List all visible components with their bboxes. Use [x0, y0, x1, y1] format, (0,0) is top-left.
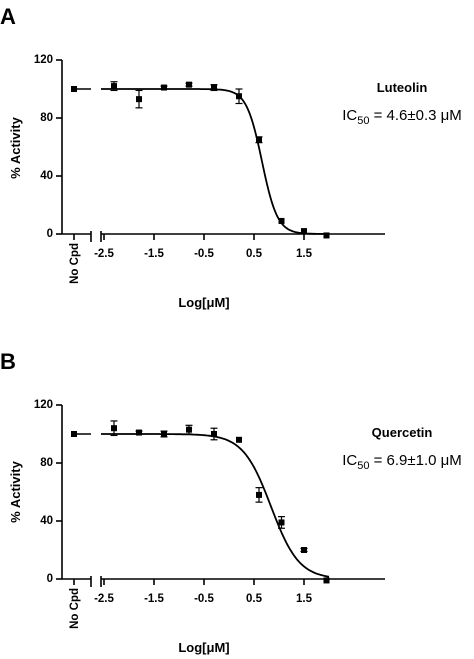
data-point: [278, 519, 285, 526]
y-tick-label: 40: [40, 515, 53, 527]
data-point: [256, 136, 262, 143]
data-point: [211, 84, 217, 91]
data-point: [111, 425, 117, 432]
x-tick-label: 0.5: [246, 593, 263, 605]
data-point: [256, 491, 262, 498]
x-axis-title: Log[μM]: [178, 640, 229, 655]
data-point: [186, 426, 192, 433]
x-tick-label: 1.5: [296, 248, 313, 260]
y-tick-label: 0: [47, 228, 53, 240]
y-axis-title: % Activity: [8, 460, 23, 522]
data-point: [136, 429, 142, 436]
data-point: [211, 431, 217, 437]
y-axis-title: % Activity: [8, 116, 23, 178]
data-point: [136, 96, 142, 103]
chart-panel-b: B 0 40 80 120 % Activity -2.5 -1.5 -0.5 0.5 1.5 No …: [0, 349, 462, 655]
x-tick-label: -2.5: [94, 593, 114, 605]
x-tick-label: -0.5: [194, 248, 214, 260]
data-point: [236, 93, 242, 100]
data-point: [323, 577, 330, 584]
x-tick-label: -1.5: [144, 248, 164, 260]
control-label: No Cpd: [69, 588, 81, 629]
x-tick-label: -2.5: [94, 248, 114, 260]
ic50-prefix: IC: [342, 107, 357, 124]
y-tick-label: 80: [40, 457, 53, 469]
control-data-point: [71, 431, 77, 437]
y-tick-label: 120: [34, 399, 53, 411]
y-tick-label: 0: [47, 573, 53, 585]
ic50-annotation: IC50 = 6.9±1.0 μM: [342, 452, 462, 472]
compound-name: Luteolin: [377, 80, 428, 95]
x-tick-label: -1.5: [144, 593, 164, 605]
ic50-value: = 4.6±0.3 μM: [369, 107, 461, 124]
x-tick-label: 1.5: [296, 593, 313, 605]
fit-curve: [101, 433, 330, 578]
data-point: [186, 81, 192, 88]
control-data-point: [71, 86, 77, 92]
panel-letter: B: [0, 349, 16, 374]
ic50-annotation: IC50 = 4.6±0.3 μM: [342, 107, 462, 127]
chart-panel-a: A 0 40 80 120 % Activity -2.5 -1.5 -0.5 0.5 1.5 No …: [0, 4, 462, 310]
panel-letter: A: [0, 4, 16, 29]
ic50-subscript: 50: [357, 460, 369, 472]
x-tick-label: 0.5: [246, 248, 263, 260]
data-point: [161, 431, 167, 437]
control-label: No Cpd: [69, 243, 81, 284]
data-point: [301, 228, 307, 235]
compound-name: Quercetin: [372, 425, 433, 440]
y-tick-label: 80: [40, 112, 53, 124]
x-axis-title: Log[μM]: [178, 295, 229, 310]
data-point: [111, 83, 117, 90]
data-point: [236, 436, 242, 443]
fit-curve: [101, 88, 329, 235]
data-point: [161, 84, 167, 91]
ic50-subscript: 50: [357, 115, 369, 127]
ic50-prefix: IC: [342, 452, 357, 469]
data-point: [301, 547, 307, 553]
ic50-value: = 6.9±1.0 μM: [369, 452, 461, 469]
y-tick-label: 40: [40, 170, 53, 182]
x-tick-label: -0.5: [194, 593, 214, 605]
data-point: [278, 217, 285, 224]
data-point: [323, 232, 330, 239]
y-tick-label: 120: [34, 54, 53, 66]
